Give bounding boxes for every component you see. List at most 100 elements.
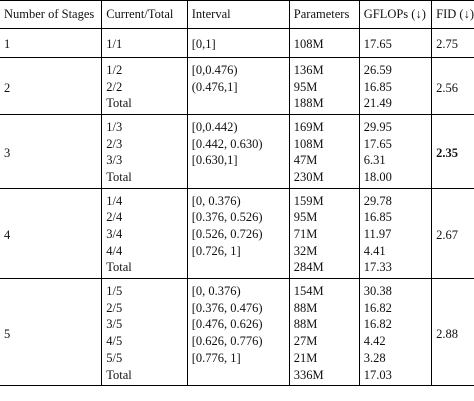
- current-total-cell: Total: [101, 259, 188, 279]
- current-total-cell: 2/3: [101, 135, 188, 153]
- current-total-cell: 4/5: [101, 333, 188, 350]
- header-gflops: GFLOPs (↓): [358, 0, 432, 29]
- stages-cell: 2: [4, 80, 11, 95]
- parameters-cell: 27M: [288, 333, 360, 350]
- interval-cell: [0.526, 0.726): [186, 226, 290, 243]
- fid-cell: 2.67: [431, 188, 474, 279]
- interval-cell: [0.776, 1]: [186, 350, 290, 367]
- parameters-cell: 95M: [288, 209, 360, 227]
- table-row: 5/5 [0.776, 1] 21M 3.28: [0, 350, 474, 367]
- interval-cell: [0,0.476): [186, 57, 290, 79]
- parameters-cell: 88M: [288, 316, 360, 334]
- interval-cell: [0.376, 0.476): [186, 299, 290, 317]
- gflops-cell: 26.59: [358, 57, 432, 79]
- parameters-cell: 159M: [288, 188, 360, 210]
- fid-cell: 2.35: [431, 114, 474, 189]
- gflops-cell: 17.03: [358, 366, 432, 386]
- gflops-cell: 17.33: [358, 259, 432, 279]
- header-row: Number of Stages Current/Total Interval …: [0, 0, 474, 29]
- table-row-total: Total 284M 17.33: [0, 259, 474, 279]
- current-total-cell: 2/4: [101, 209, 188, 227]
- header-fid: FID (↓): [431, 0, 474, 29]
- gflops-cell: 4.41: [358, 242, 432, 260]
- parameters-cell: 230M: [288, 169, 360, 189]
- interval-cell: [0.376, 0.526): [186, 209, 290, 227]
- gflops-cell: 16.82: [358, 316, 432, 334]
- interval-cell: [0,0.442): [186, 114, 290, 136]
- current-total-cell: 2/2: [101, 78, 188, 96]
- parameters-cell: 95M: [288, 78, 360, 96]
- gflops-cell: 17.65: [358, 28, 432, 58]
- current-total-cell: 3/5: [101, 316, 188, 334]
- gflops-cell: 4.42: [358, 333, 432, 350]
- results-table: Number of Stages Current/Total Interval …: [0, 0, 474, 386]
- interval-cell: [186, 95, 290, 115]
- table-row: 4/4 [0.726, 1] 32M 4.41: [0, 242, 474, 260]
- fid-cell: 2.75: [431, 28, 474, 58]
- interval-cell: [0.442, 0.630): [186, 135, 290, 153]
- parameters-cell: 108M: [288, 28, 360, 58]
- current-total-cell: Total: [101, 95, 188, 115]
- header-parameters: Parameters: [288, 0, 360, 29]
- gflops-cell: 21.49: [358, 95, 432, 115]
- current-total-cell: 3/4: [101, 226, 188, 243]
- parameters-cell: 136M: [288, 57, 360, 79]
- parameters-cell: 32M: [288, 242, 360, 260]
- current-total-cell: 1/3: [101, 114, 188, 136]
- table-row: 2/4 [0.376, 0.526) 95M 16.85: [0, 209, 474, 227]
- current-total-cell: 2/5: [101, 299, 188, 317]
- table-body: 1 1/1 [0,1] 108M 17.65 2.75 2 1/2 [0,0.476) 136M 2…: [0, 28, 474, 386]
- interval-cell: [0.630,1]: [186, 152, 290, 170]
- interval-cell: [0.626, 0.776): [186, 333, 290, 350]
- table-row-total: Total 336M 17.03: [0, 366, 474, 386]
- table-row: 2/5 [0.376, 0.476) 88M 16.82: [0, 299, 474, 317]
- gflops-cell: 30.38: [358, 278, 432, 300]
- header-interval: Interval: [186, 0, 290, 29]
- gflops-cell: 16.85: [358, 209, 432, 227]
- stages-cell: 5: [4, 326, 11, 341]
- parameters-cell: 108M: [288, 135, 360, 153]
- table-row: 1 1/1 [0,1] 108M 17.65 2.75: [0, 28, 474, 58]
- stages-cell: 3: [4, 145, 11, 160]
- table-row: 4 1/4 [0, 0.376) 159M 29.78 2.67: [0, 188, 474, 279]
- current-total-cell: 3/3: [101, 152, 188, 170]
- parameters-cell: 336M: [288, 366, 360, 386]
- table-row-total: Total 188M 21.49: [0, 95, 474, 115]
- interval-cell: [0,1]: [186, 28, 290, 58]
- parameters-cell: 47M: [288, 152, 360, 170]
- interval-cell: [186, 169, 290, 189]
- current-total-cell: 1/5: [101, 278, 188, 300]
- table-row: 2/2 (0.476,1] 95M 16.85: [0, 78, 474, 96]
- table-row: 2 1/2 [0,0.476) 136M 26.59 2.56: [0, 57, 474, 115]
- interval-cell: [186, 366, 290, 386]
- gflops-cell: 3.28: [358, 350, 432, 367]
- gflops-cell: 17.65: [358, 135, 432, 153]
- current-total-cell: 1/4: [101, 188, 188, 210]
- table-row: 2/3 [0.442, 0.630) 108M 17.65: [0, 135, 474, 153]
- table-row-total: Total 230M 18.00: [0, 169, 474, 189]
- fid-cell: 2.56: [431, 57, 474, 115]
- fid-cell: 2.88: [431, 278, 474, 386]
- stages-cell: 4: [4, 228, 11, 243]
- table-row: 5 1/5 [0, 0.376) 154M 30.38 2.88: [0, 278, 474, 386]
- parameters-cell: 284M: [288, 259, 360, 279]
- current-total-cell: 5/5: [101, 350, 188, 367]
- table-row: 3/3 [0.630,1] 47M 6.31: [0, 152, 474, 170]
- current-total-cell: 4/4: [101, 242, 188, 260]
- parameters-cell: 71M: [288, 226, 360, 243]
- gflops-cell: 6.31: [358, 152, 432, 170]
- interval-cell: [186, 259, 290, 279]
- current-total-cell: Total: [101, 366, 188, 386]
- interval-cell: (0.476,1]: [186, 78, 290, 96]
- gflops-cell: 11.97: [358, 226, 432, 243]
- gflops-cell: 16.82: [358, 299, 432, 317]
- table-row: 4/5 [0.626, 0.776) 27M 4.42: [0, 333, 474, 350]
- stages-cell: 1: [4, 36, 11, 51]
- parameters-cell: 21M: [288, 350, 360, 367]
- interval-cell: [0.726, 1]: [186, 242, 290, 260]
- interval-cell: [0.476, 0.626): [186, 316, 290, 334]
- table-row: 3/4 [0.526, 0.726) 71M 11.97: [0, 226, 474, 243]
- header-number-of-stages: Number of Stages: [4, 7, 95, 21]
- interval-cell: [0, 0.376): [186, 188, 290, 210]
